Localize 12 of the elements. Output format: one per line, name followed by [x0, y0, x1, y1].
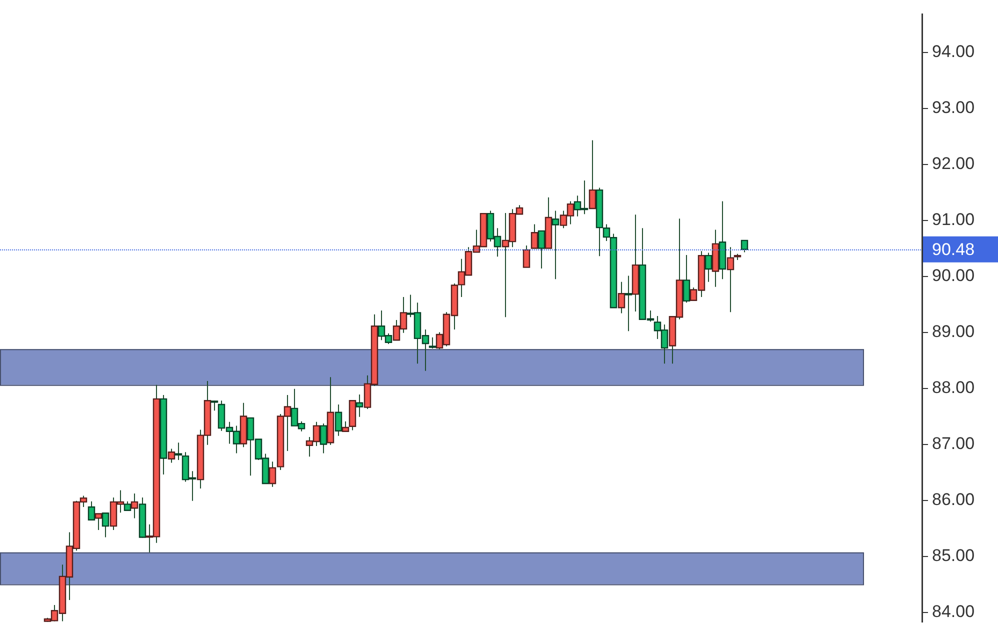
y-tick-label: 85.00	[932, 546, 975, 565]
y-tick-label: 89.00	[932, 322, 975, 341]
ref-line-label: 90.48	[932, 240, 975, 260]
y-tick-label: 88.00	[932, 378, 975, 397]
y-tick-label: 91.00	[932, 210, 975, 229]
y-tick-label: 87.00	[932, 434, 975, 453]
y-tick-label: 86.00	[932, 490, 975, 509]
y-tick-label: 92.00	[932, 154, 975, 173]
y-tick-label: 94.00	[932, 42, 975, 61]
y-tick-label: 90.00	[932, 266, 975, 285]
y-tick-label: 93.00	[932, 98, 975, 117]
y-tick-label: 84.00	[932, 602, 975, 621]
